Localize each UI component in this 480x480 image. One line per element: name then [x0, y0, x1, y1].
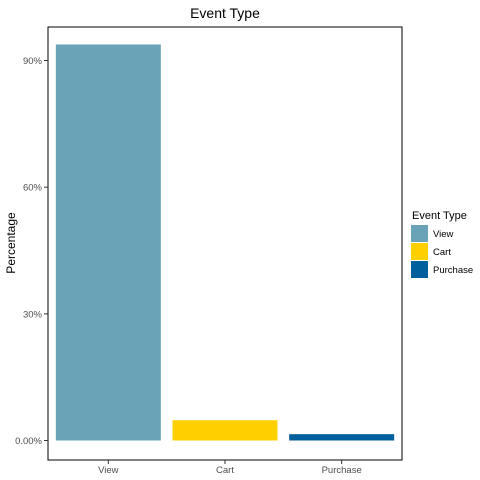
chart-title: Event Type — [190, 5, 260, 21]
legend-label-view: View — [433, 229, 454, 240]
legend: Event Type View Cart Purchase — [411, 210, 473, 278]
x-tick-label-purchase: Purchase — [322, 465, 362, 476]
bar-purchase — [289, 434, 395, 441]
y-tick-label: 30% — [23, 309, 43, 320]
x-axis: View Cart Purchase — [98, 460, 362, 476]
y-tick-label: 60% — [23, 183, 43, 194]
legend-key-purchase — [411, 261, 428, 278]
bars-group — [55, 44, 395, 441]
legend-key-cart — [411, 243, 428, 260]
bar-view — [55, 44, 161, 441]
legend-entries: View Cart Purchase — [411, 225, 473, 278]
x-tick-label-view: View — [98, 465, 119, 476]
y-tick-label: 0.00% — [15, 436, 42, 447]
y-axis: 0.00% 30% 60% 90% — [15, 56, 48, 447]
legend-title: Event Type — [412, 210, 467, 222]
bar-cart — [172, 420, 278, 441]
legend-label-purchase: Purchase — [433, 265, 473, 276]
y-axis-title: Percentage — [4, 212, 18, 274]
legend-key-view — [411, 225, 428, 242]
x-tick-label-cart: Cart — [216, 465, 234, 476]
legend-label-cart: Cart — [433, 247, 451, 258]
y-tick-label: 90% — [23, 56, 43, 67]
